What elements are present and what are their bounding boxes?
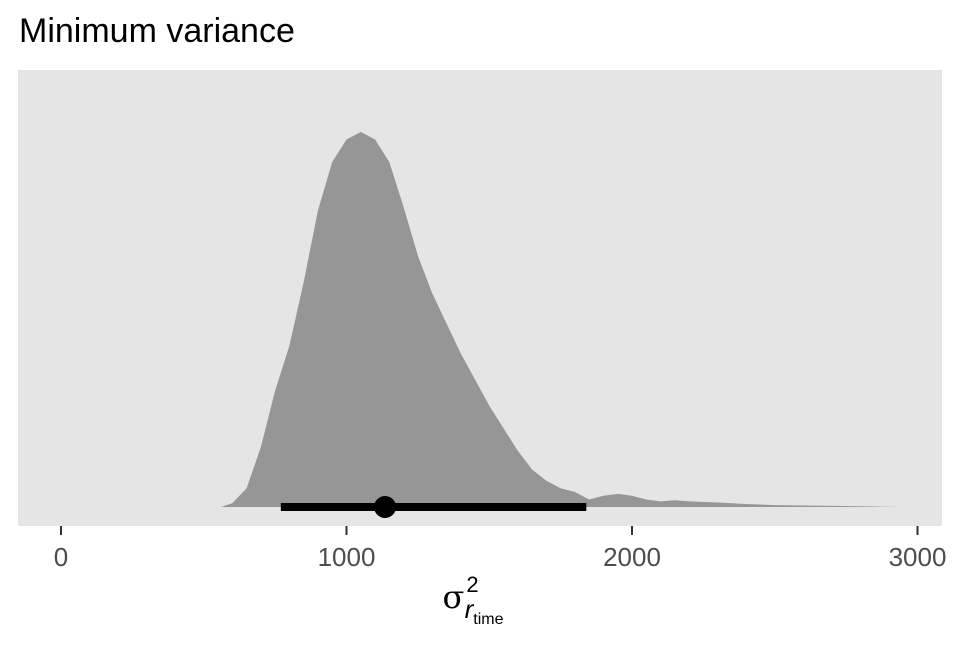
x-axis-label-subscript: r	[464, 594, 474, 624]
x-axis-label-subsubscript: time	[473, 611, 504, 628]
x-axis-label-superscript: 2	[466, 572, 479, 597]
chart-title: Minimum variance	[19, 12, 295, 50]
x-tick-label-0: 0	[54, 542, 68, 572]
density-area	[220, 132, 901, 507]
x-axis-label-symbol: σ	[442, 578, 465, 616]
x-axis-label: σ2rtime	[0, 572, 960, 628]
x-tick-label-3000: 3000	[889, 542, 947, 572]
x-axis: 0 1000 2000 3000	[54, 526, 947, 572]
x-tick-label-1000: 1000	[318, 542, 376, 572]
point-estimate-dot	[374, 496, 397, 518]
x-tick-label-2000: 2000	[603, 542, 661, 572]
